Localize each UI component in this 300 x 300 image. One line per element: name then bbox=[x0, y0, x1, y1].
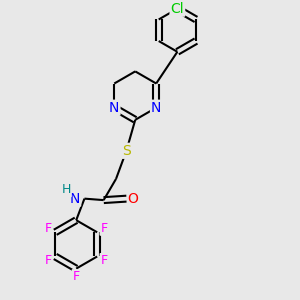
Text: N: N bbox=[109, 101, 119, 115]
Text: N: N bbox=[70, 192, 80, 206]
Text: Cl: Cl bbox=[171, 2, 184, 16]
Text: F: F bbox=[100, 222, 108, 235]
Text: H: H bbox=[61, 183, 71, 196]
Text: F: F bbox=[100, 254, 108, 267]
Text: F: F bbox=[45, 222, 52, 235]
Text: F: F bbox=[73, 270, 80, 283]
Text: O: O bbox=[128, 192, 139, 206]
Text: F: F bbox=[45, 254, 52, 267]
Text: S: S bbox=[122, 144, 131, 158]
Text: N: N bbox=[151, 101, 161, 115]
